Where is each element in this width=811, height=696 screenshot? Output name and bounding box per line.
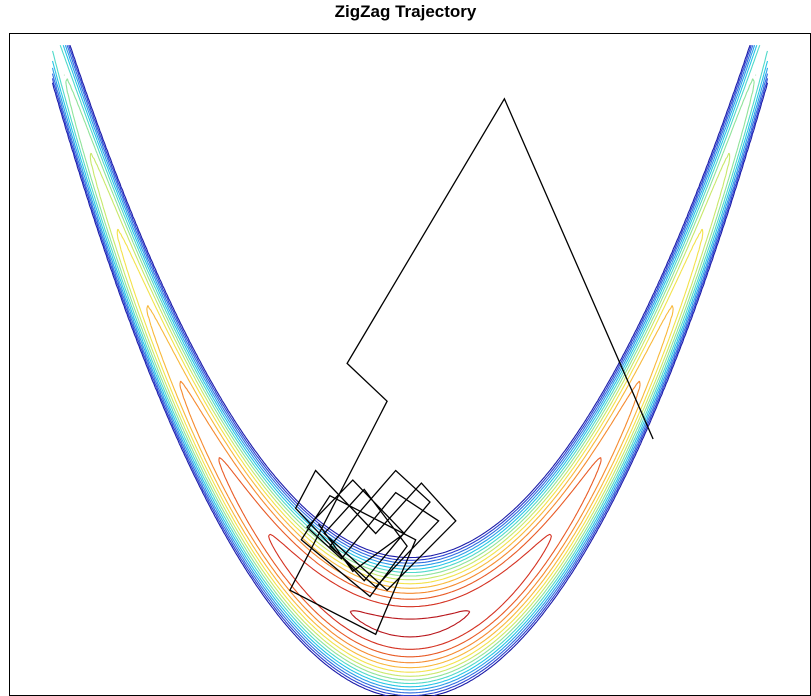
contour-line-5: [51, 45, 769, 688]
contour-line-3: [51, 45, 769, 694]
plot-frame: [9, 33, 811, 696]
contour-line-4: [51, 45, 769, 691]
trajectory-layer: [289, 97, 654, 636]
chart-title: ZigZag Trajectory: [334, 2, 477, 21]
contour-line-7: [63, 74, 757, 681]
contour-line-8: [89, 152, 731, 677]
contour-line-2: [51, 45, 769, 696]
contour-layer: [51, 45, 769, 696]
contour-line-13: [268, 533, 552, 650]
contour-line-12: [218, 456, 602, 658]
zigzag-trajectory-line: [289, 97, 654, 636]
contour-line-10: [146, 305, 674, 669]
contour-line-11: [179, 380, 641, 664]
contour-line-14: [349, 610, 471, 638]
contour-line-6: [51, 45, 769, 685]
contour-line-9: [116, 228, 704, 673]
contour-line-1: [51, 45, 769, 696]
